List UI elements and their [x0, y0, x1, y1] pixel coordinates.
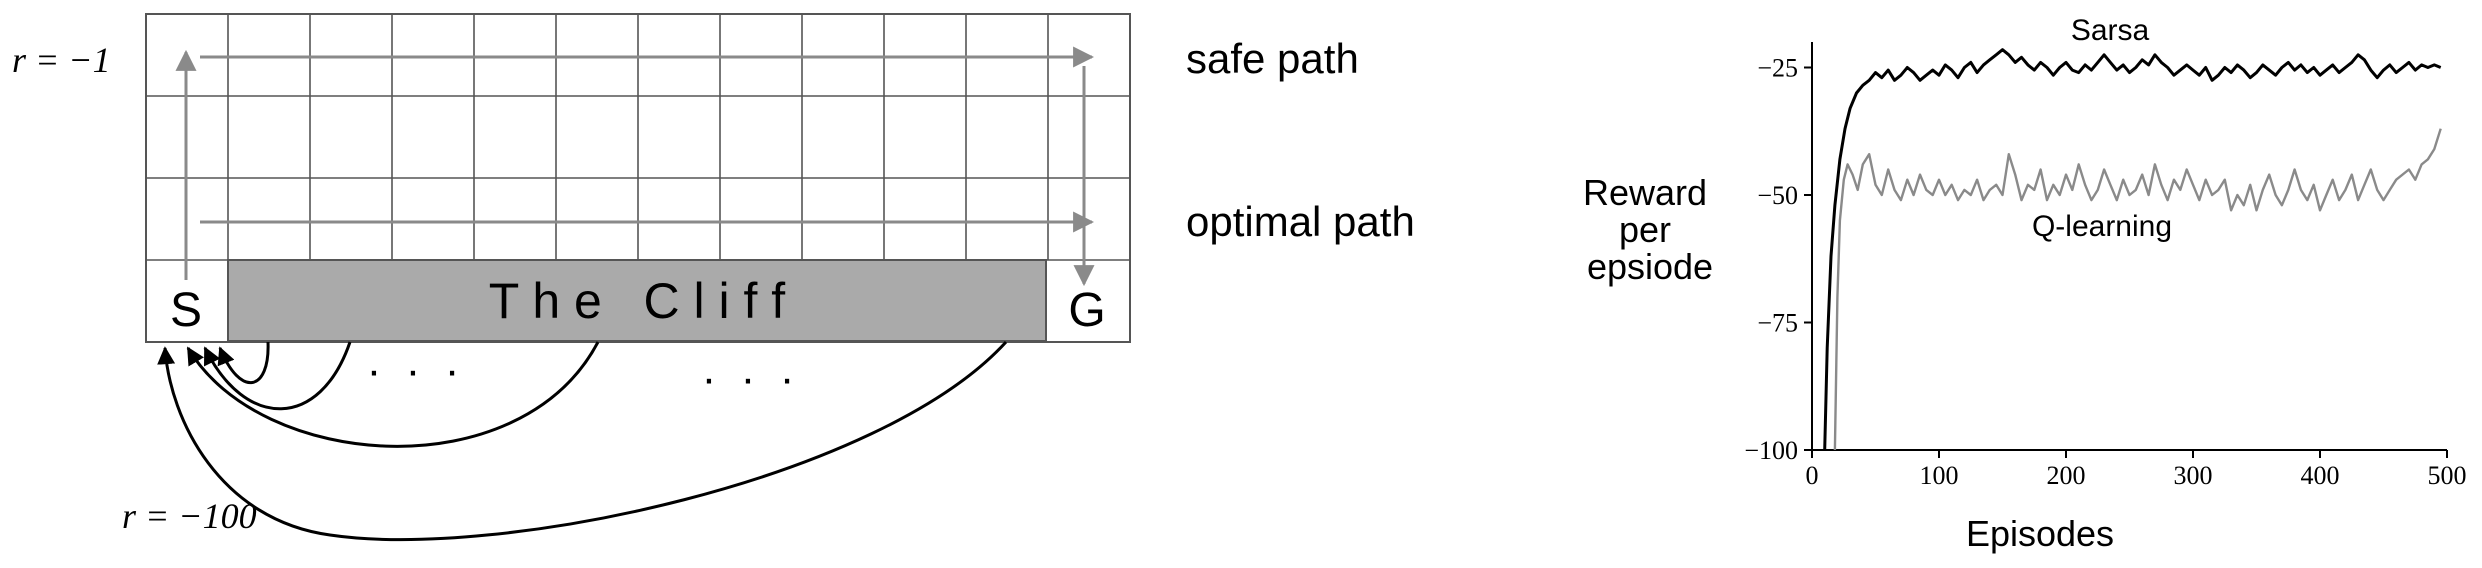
- return-arrow-1: [217, 341, 270, 384]
- x-tick-label: 500: [2428, 461, 2467, 490]
- y-axis-label-line: Reward: [1583, 172, 1707, 213]
- goal-label: G: [1068, 284, 1105, 337]
- y-tick-label: −100: [1744, 436, 1798, 465]
- chart-ticks: 0 100 200 300 400 500 −25 −50 −75 −100: [1744, 54, 2466, 491]
- y-axis-label: Reward per epsiode: [1583, 172, 1717, 287]
- ellipsis-right: · · ·: [702, 354, 795, 403]
- return-arrow-4: [157, 340, 1008, 541]
- series-label-q-learning: Q-learning: [2032, 210, 2172, 243]
- x-tick-label: 100: [1920, 461, 1959, 490]
- reward-cliff-label: r = −100: [122, 496, 257, 536]
- series-label-sarsa: Sarsa: [2071, 14, 2150, 47]
- x-tick-label: 300: [2174, 461, 2213, 490]
- return-arrow-2: [203, 341, 352, 411]
- safe-path-arrows: [175, 46, 1095, 287]
- x-tick-label: 200: [2047, 461, 2086, 490]
- cliff-gridworld: T h e C l i f f S G · · · · · · r = −1 r…: [12, 13, 1415, 541]
- return-arrow-3: [186, 341, 600, 448]
- y-tick-label: −50: [1757, 181, 1798, 210]
- start-label: S: [170, 284, 202, 337]
- y-tick-label: −75: [1757, 309, 1798, 338]
- y-axis-label-line: epsiode: [1587, 246, 1713, 287]
- optimal-path-label: optimal path: [1186, 198, 1415, 245]
- chart-series: [1823, 48, 2442, 451]
- y-tick-label: −25: [1757, 54, 1798, 83]
- series-line-q-learning: [1833, 128, 2442, 451]
- x-axis-label: Episodes: [1966, 513, 2114, 554]
- x-tick-label: 400: [2301, 461, 2340, 490]
- chart-axes: [1811, 42, 2447, 451]
- reward-step-label: r = −1: [12, 40, 111, 80]
- y-axis-label-line: per: [1619, 209, 1671, 250]
- safe-path-label: safe path: [1186, 35, 1359, 82]
- x-tick-label: 0: [1806, 461, 1819, 490]
- cliff-label: T h e C l i f f: [489, 273, 785, 329]
- cliff-region: [227, 259, 1047, 342]
- learning-curve-chart: Reward per epsiode 0 100 200 300 400 500 −25 −5…: [1583, 14, 2467, 554]
- ellipsis-left: · · ·: [367, 346, 460, 395]
- series-line-sarsa: [1823, 48, 2442, 451]
- cliff-return-arrows: [157, 340, 1008, 541]
